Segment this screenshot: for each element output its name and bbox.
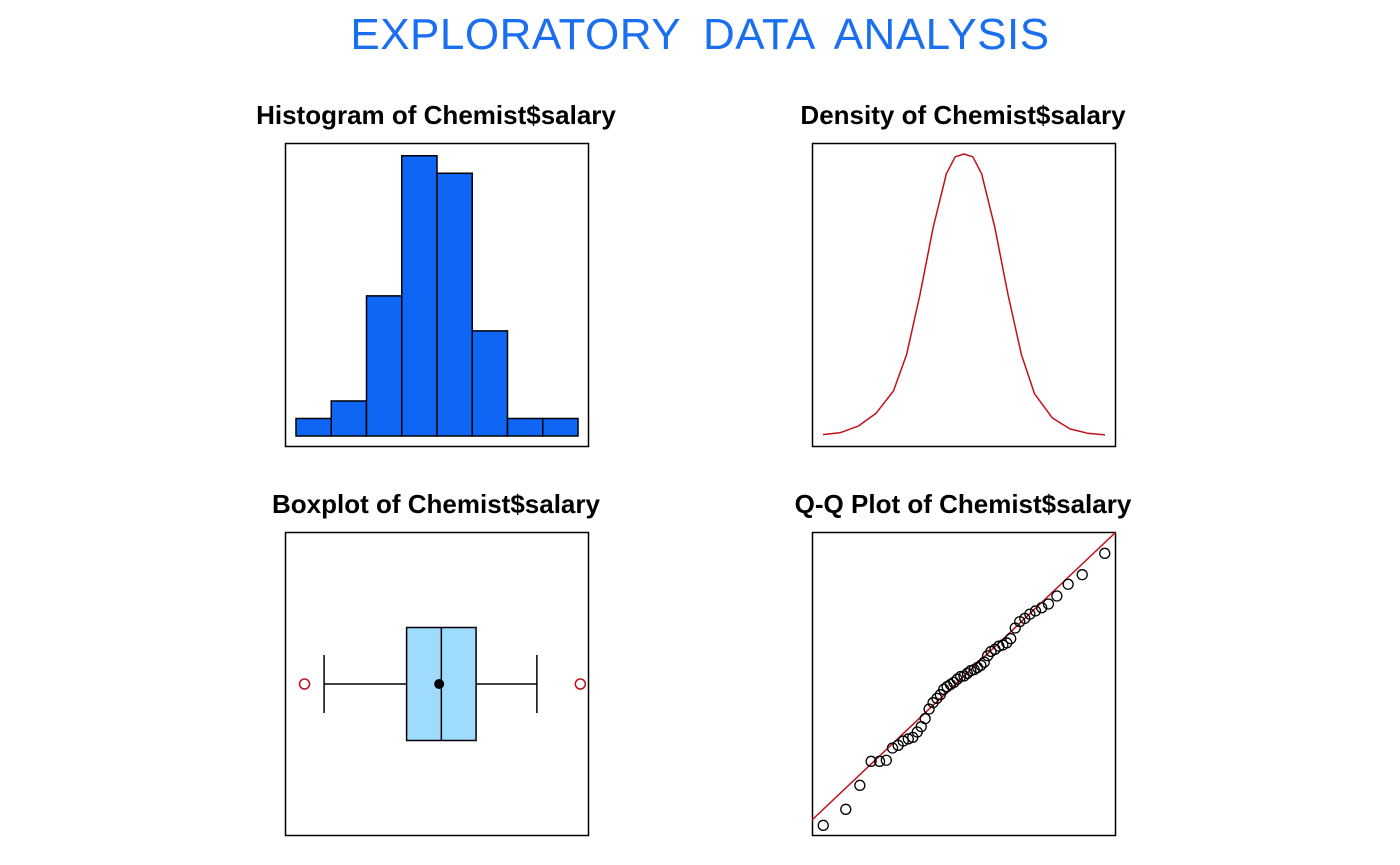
histogram-title: Histogram of Chemist$salary: [256, 100, 616, 130]
histogram-bar: [542, 417, 579, 437]
qq-point: [948, 676, 960, 689]
qq-point: [951, 673, 963, 685]
histogram-plot: [284, 142, 590, 448]
mean-point: [434, 679, 445, 689]
qq-point: [854, 779, 866, 791]
histogram-bar: [471, 330, 509, 437]
outlier-point: [298, 678, 311, 690]
plot-frame: [284, 531, 590, 837]
qq-point: [1042, 598, 1055, 610]
histogram-bar: [330, 400, 368, 437]
plot-frame: [811, 531, 1117, 837]
qq-point: [975, 659, 987, 671]
boxplot-plot: [284, 531, 590, 837]
qq-plot-title: Q-Q Plot of Chemist$salary: [794, 489, 1132, 519]
qq-point: [961, 667, 974, 679]
qq-point: [873, 755, 886, 767]
qq-point: [931, 692, 943, 705]
plot-frame: [811, 142, 1117, 448]
histogram-bar: [365, 295, 403, 437]
qq-point: [923, 703, 935, 715]
qq-plot: [811, 531, 1117, 837]
plot-frame: [284, 142, 590, 448]
density-line: [822, 153, 1106, 436]
qq-point: [886, 742, 899, 754]
qq-point: [865, 755, 877, 767]
qq-point: [1029, 605, 1042, 617]
qq-point: [840, 803, 852, 815]
histogram-bar: [506, 417, 544, 437]
qq-point: [1005, 633, 1017, 645]
histogram-bar: [436, 172, 473, 437]
density-plot: [811, 142, 1117, 448]
boxplot-title: Boxplot of Chemist$salary: [272, 489, 600, 519]
qq-point: [919, 713, 931, 725]
qq-point: [978, 656, 990, 668]
qq-point: [1099, 547, 1111, 559]
qq-point: [1062, 578, 1074, 590]
qq-point: [1051, 590, 1063, 602]
qq-reference-line: [812, 532, 1116, 822]
histogram-bar: [401, 155, 438, 437]
qq-point: [817, 819, 829, 831]
qq-point: [880, 754, 892, 766]
qq-point: [897, 735, 909, 747]
histogram-bar: [295, 417, 332, 437]
qq-point: [1024, 608, 1036, 620]
page-title: EXPLORATORY DATA ANALYSIS: [350, 10, 1050, 59]
qq-point: [1076, 569, 1088, 581]
outlier-point: [574, 678, 587, 690]
qq-point: [1036, 602, 1048, 614]
density-title: Density of Chemist$salary: [800, 100, 1126, 130]
